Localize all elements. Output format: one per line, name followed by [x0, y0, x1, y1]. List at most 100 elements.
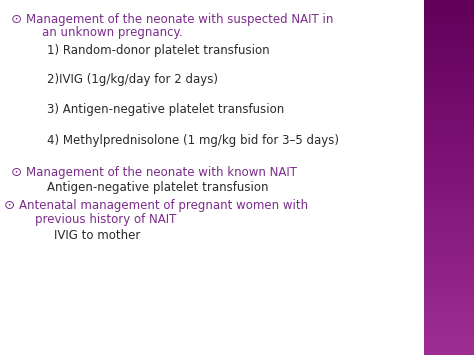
Bar: [424, 291, 474, 293]
Bar: [424, 41, 474, 43]
Bar: [424, 309, 474, 311]
Bar: [424, 32, 474, 34]
Bar: [424, 2, 474, 4]
Bar: [424, 98, 474, 99]
Bar: [424, 289, 474, 291]
Bar: [424, 39, 474, 41]
Bar: [424, 5, 474, 7]
Bar: [424, 80, 474, 82]
Bar: [424, 263, 474, 264]
Bar: [424, 302, 474, 304]
Bar: [424, 105, 474, 106]
Bar: [424, 348, 474, 350]
Bar: [424, 89, 474, 91]
Bar: [424, 121, 474, 122]
Bar: [424, 296, 474, 298]
Bar: [424, 110, 474, 112]
Bar: [424, 27, 474, 28]
Bar: [424, 76, 474, 78]
Bar: [424, 21, 474, 23]
Bar: [424, 48, 474, 50]
Bar: [424, 124, 474, 126]
Bar: [424, 195, 474, 197]
Bar: [424, 284, 474, 286]
Text: previous history of NAIT: previous history of NAIT: [35, 213, 176, 226]
Bar: [424, 254, 474, 256]
Bar: [424, 304, 474, 305]
Bar: [424, 307, 474, 309]
Bar: [424, 149, 474, 151]
Bar: [424, 332, 474, 334]
Bar: [424, 211, 474, 213]
Bar: [424, 66, 474, 67]
Bar: [424, 151, 474, 153]
Bar: [424, 245, 474, 247]
Bar: [424, 96, 474, 98]
Bar: [424, 160, 474, 162]
Bar: [424, 227, 474, 229]
Bar: [424, 204, 474, 206]
Text: IVIG to mother: IVIG to mother: [54, 229, 140, 241]
Bar: [424, 67, 474, 69]
Bar: [424, 18, 474, 20]
Bar: [424, 156, 474, 158]
Bar: [424, 286, 474, 288]
Bar: [424, 215, 474, 217]
Bar: [424, 112, 474, 114]
Bar: [424, 351, 474, 353]
Bar: [424, 71, 474, 73]
Bar: [424, 181, 474, 183]
Bar: [424, 208, 474, 209]
Bar: [424, 179, 474, 181]
Text: ⊙: ⊙: [4, 199, 15, 212]
Bar: [424, 339, 474, 341]
Bar: [424, 23, 474, 25]
Bar: [424, 57, 474, 59]
Bar: [424, 241, 474, 243]
Bar: [424, 316, 474, 318]
Bar: [424, 103, 474, 105]
Bar: [424, 275, 474, 277]
Bar: [424, 257, 474, 259]
Bar: [424, 53, 474, 55]
Bar: [424, 37, 474, 39]
Bar: [424, 202, 474, 204]
Bar: [424, 176, 474, 178]
Bar: [424, 312, 474, 314]
Bar: [424, 213, 474, 215]
Bar: [424, 259, 474, 261]
Bar: [424, 350, 474, 351]
Bar: [424, 174, 474, 176]
Bar: [424, 85, 474, 87]
Bar: [424, 222, 474, 224]
Bar: [424, 147, 474, 149]
Bar: [424, 131, 474, 133]
Bar: [424, 343, 474, 344]
Bar: [424, 250, 474, 252]
Bar: [424, 163, 474, 165]
Text: Management of the neonate with suspected NAIT in: Management of the neonate with suspected…: [26, 13, 333, 26]
Bar: [424, 298, 474, 300]
Bar: [424, 305, 474, 307]
Bar: [424, 321, 474, 323]
Bar: [424, 330, 474, 332]
Bar: [424, 266, 474, 268]
Bar: [424, 346, 474, 348]
Bar: [424, 344, 474, 346]
Bar: [424, 46, 474, 48]
Bar: [424, 73, 474, 75]
Bar: [424, 225, 474, 227]
Bar: [424, 277, 474, 279]
Bar: [424, 144, 474, 146]
Bar: [424, 11, 474, 12]
Bar: [424, 165, 474, 167]
Bar: [424, 272, 474, 273]
Bar: [424, 62, 474, 64]
Bar: [424, 43, 474, 44]
Bar: [424, 217, 474, 218]
Text: Management of the neonate with known NAIT: Management of the neonate with known NAI…: [26, 166, 297, 179]
Bar: [424, 169, 474, 170]
Bar: [424, 0, 474, 2]
Bar: [424, 193, 474, 195]
Bar: [424, 60, 474, 62]
